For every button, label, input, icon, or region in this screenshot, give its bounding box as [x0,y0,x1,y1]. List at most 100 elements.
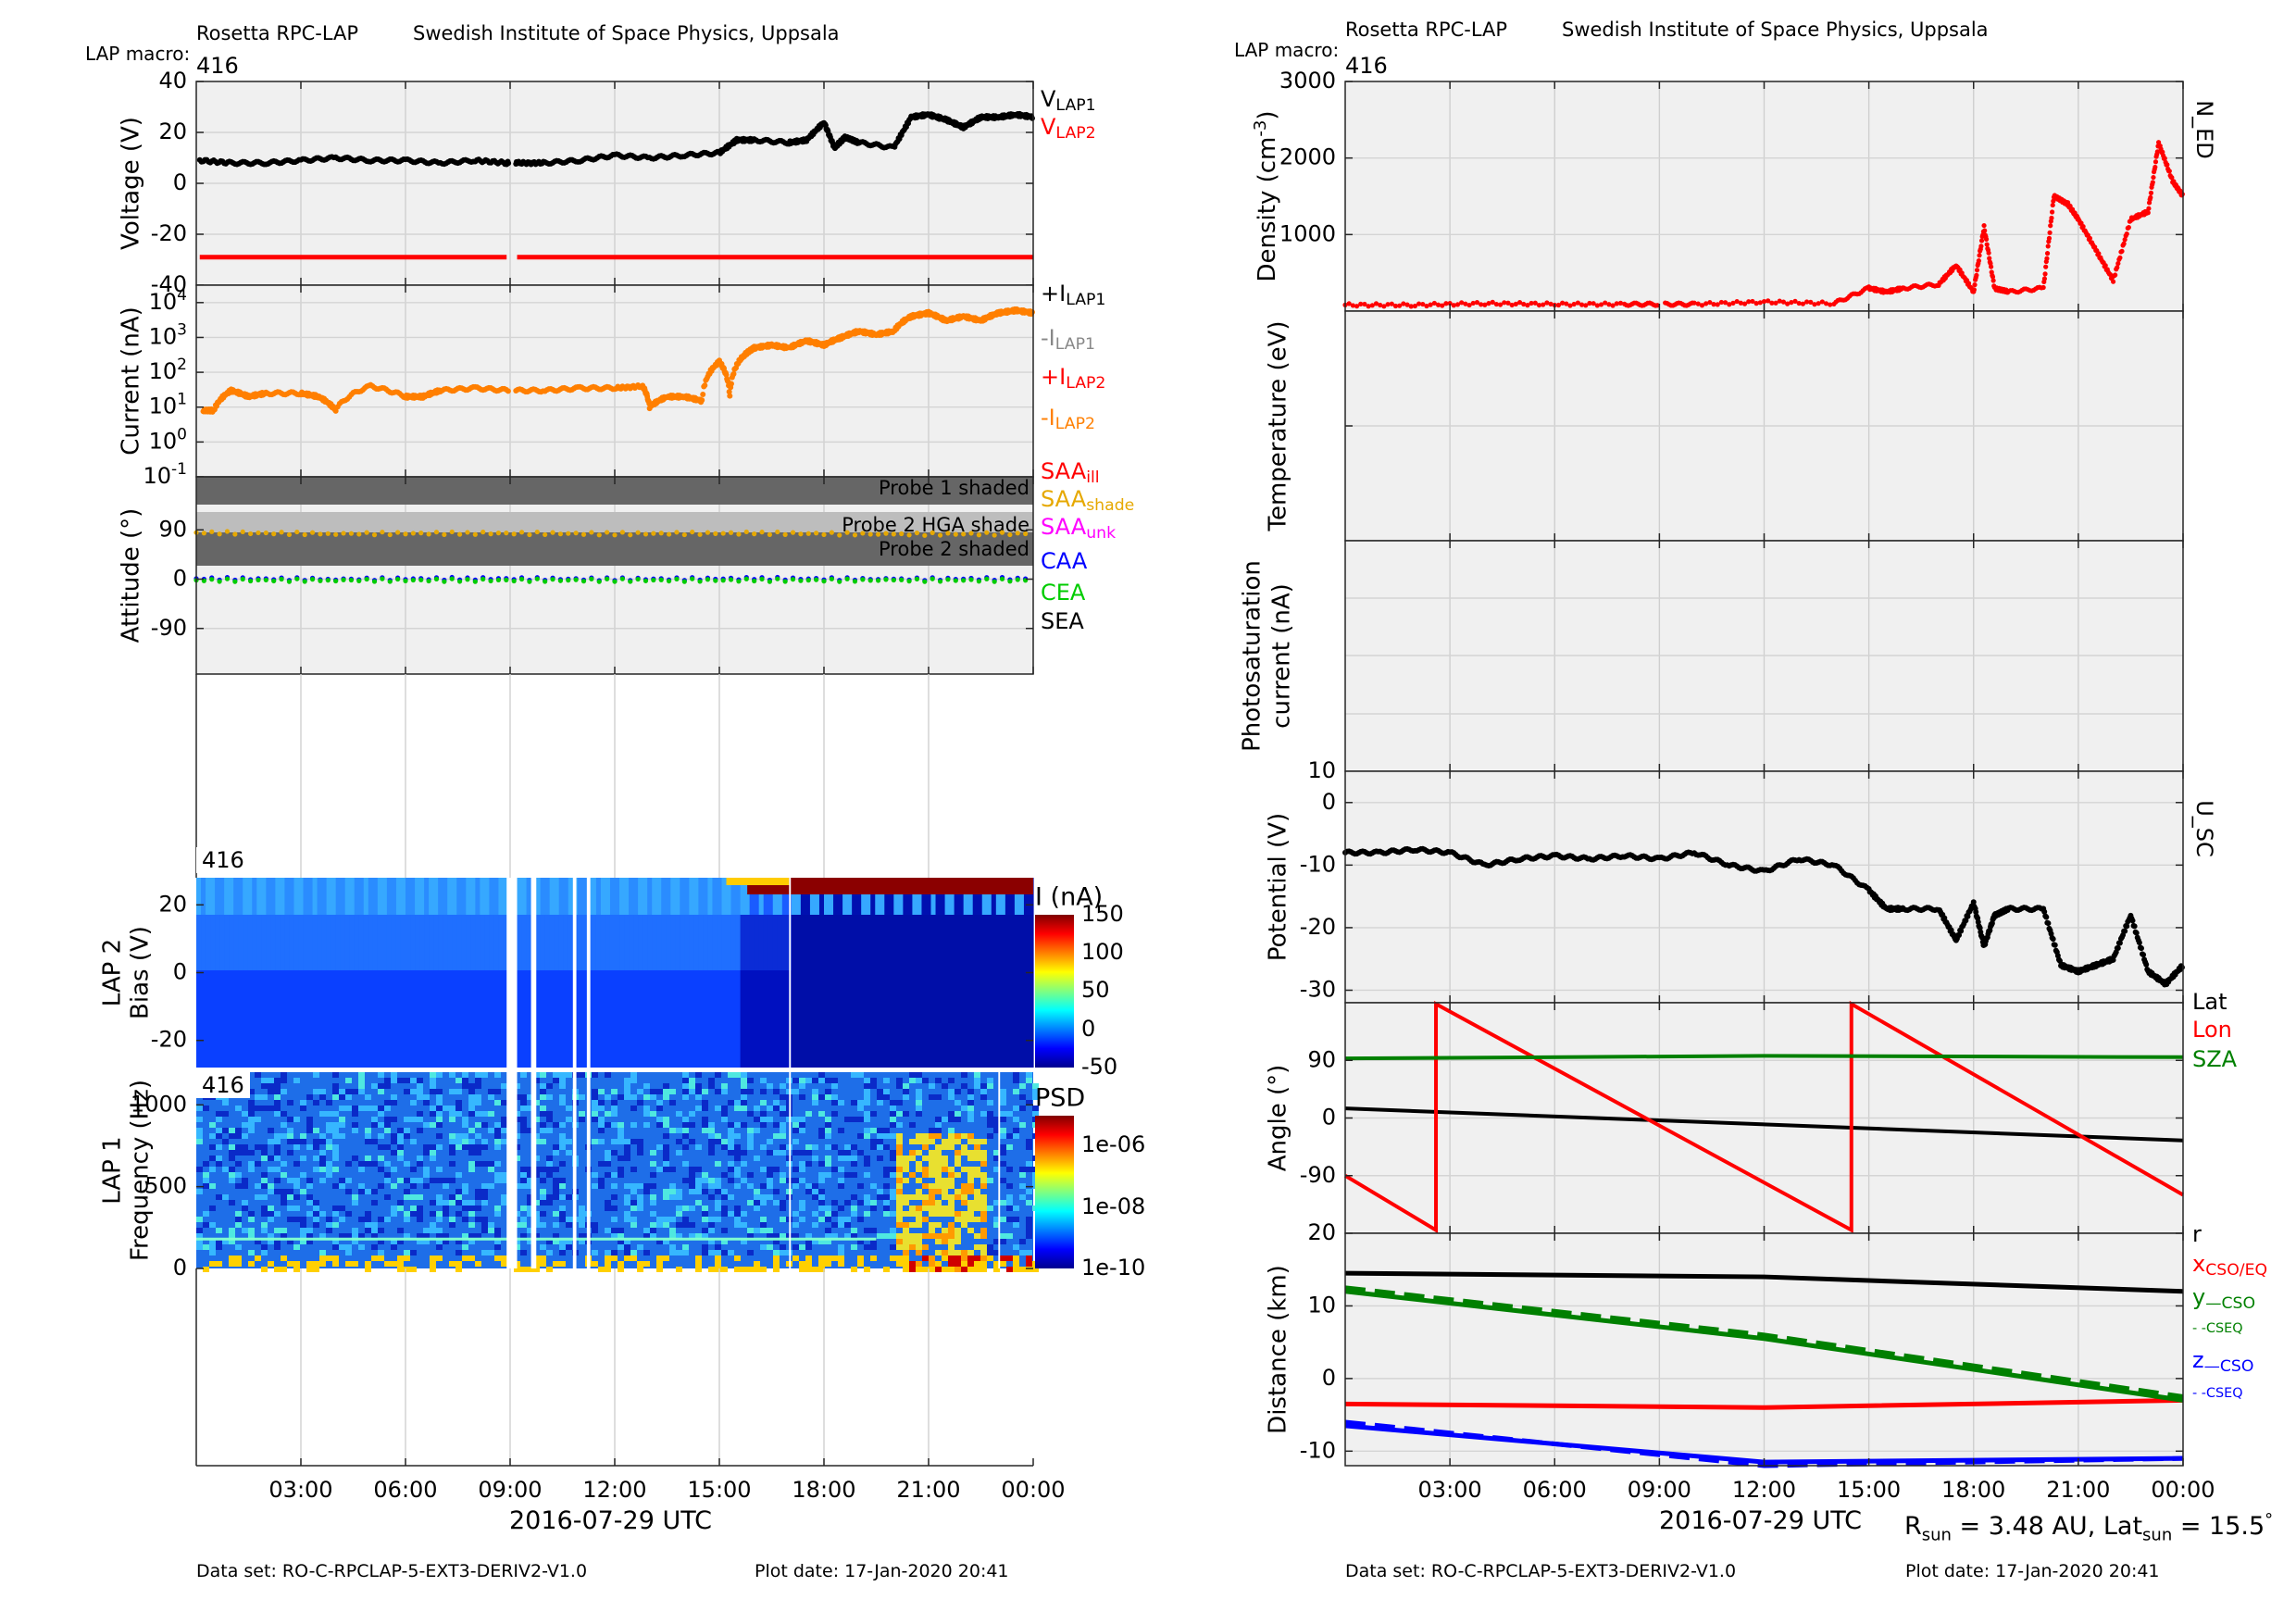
saa-series-point [705,530,711,535]
psd-cell [468,1161,475,1167]
psd-cell [760,1228,767,1233]
ned-series-point [1392,303,1399,309]
psd-cell [955,1139,961,1144]
psd-cell [293,1144,300,1150]
psd-cell [792,1167,799,1172]
psd-cell [708,1222,715,1228]
psd-cell [760,1122,767,1128]
bias-cell [563,970,569,1068]
psd-cell [592,1072,598,1078]
cea-series [193,576,1029,584]
psd-cell [520,1222,527,1228]
bias-cell [438,878,443,915]
psd-cell [481,1200,488,1206]
bias-cell [433,878,439,915]
psd-cell [630,1250,637,1255]
psd-cell [559,1261,566,1267]
cea-series-point [480,576,486,582]
psd-cell [216,1228,222,1233]
psd-cell [695,1189,702,1194]
ned-series-point [1978,244,1984,249]
psd-cell [618,1261,624,1267]
psd-cell [345,1250,352,1255]
bias-cell [967,878,974,915]
bias-cell [229,915,234,970]
psd-cell [494,1161,501,1167]
psd-cell [844,1200,851,1206]
ned-series-point [1466,302,1472,308]
bias-cell [526,878,532,915]
psd-cell [378,1106,384,1111]
psd-cell [371,1244,378,1250]
psd-cell [818,1200,825,1206]
bias-cell [368,915,374,970]
psd-cell [890,1106,896,1111]
ned-series-point [1424,303,1429,309]
ned-series-point [2148,190,2154,195]
psd-cell [281,1194,287,1200]
bias-cell [395,878,402,915]
bias-cell [866,878,871,915]
psd-cell [423,1239,430,1244]
psd-cell [987,1206,993,1211]
psd-cell [792,1255,799,1261]
ned-series-point [2087,235,2093,242]
psd-cell [799,1178,805,1183]
psd-cell [462,1072,468,1078]
psd-cell [209,1244,216,1250]
psd-cell [734,1133,741,1139]
psd-cell [553,1144,559,1150]
psd-cell [300,1172,306,1178]
psd-cell [702,1244,708,1250]
psd-cell [235,1133,242,1139]
psd-cell [255,1144,261,1150]
bias-cell [456,915,462,970]
psd-cell [559,1100,566,1106]
psd-cell [533,1139,540,1144]
ned-series-point [1983,236,1990,242]
psd-cell [618,1267,624,1272]
psd-cell [987,1178,993,1183]
psd-cell [592,1250,598,1255]
ned-series-point [1397,303,1403,308]
psd-cell [501,1255,507,1261]
psd-cell [475,1261,481,1267]
bias-cell [196,970,202,1068]
psd-cell [689,1183,695,1189]
psd-cell [475,1100,481,1106]
psd-cell [611,1228,618,1233]
ned-series-point [1497,302,1504,307]
psd-cell [196,1133,203,1139]
psd-cell [391,1133,397,1139]
psd-cell [929,1094,935,1100]
psd-cell [371,1222,378,1228]
saa-series-point [992,532,997,538]
bias-cell [698,970,705,1068]
cea-series-point [914,576,920,581]
psd-cell [689,1206,695,1211]
psd-cell [669,1250,676,1255]
psd-cell [754,1228,760,1233]
bias-cell [856,915,862,970]
psd-cell [916,1250,922,1255]
bias-cell [852,915,857,970]
bias-cell [707,915,714,970]
left-xtick-label: 18:00 [792,1477,855,1503]
current-ytick-label: 100 [149,426,187,455]
psd-cell [825,1122,831,1128]
cea-series-point [899,577,905,582]
ilap2-series-point [702,382,708,389]
psd-cell [767,1194,773,1200]
bias-cell [749,878,755,915]
psd-cell [942,1255,948,1261]
bias-cell [517,970,523,1068]
ned-series-point [2044,256,2050,261]
psd-cell [222,1239,229,1244]
psd-cell [857,1117,864,1122]
psd-cell [721,1228,728,1233]
psd-cell [255,1255,261,1261]
psd-cell [384,1217,391,1222]
bias-cell [210,970,216,1068]
bias-cell [395,970,402,1068]
bias-cell [972,915,979,970]
